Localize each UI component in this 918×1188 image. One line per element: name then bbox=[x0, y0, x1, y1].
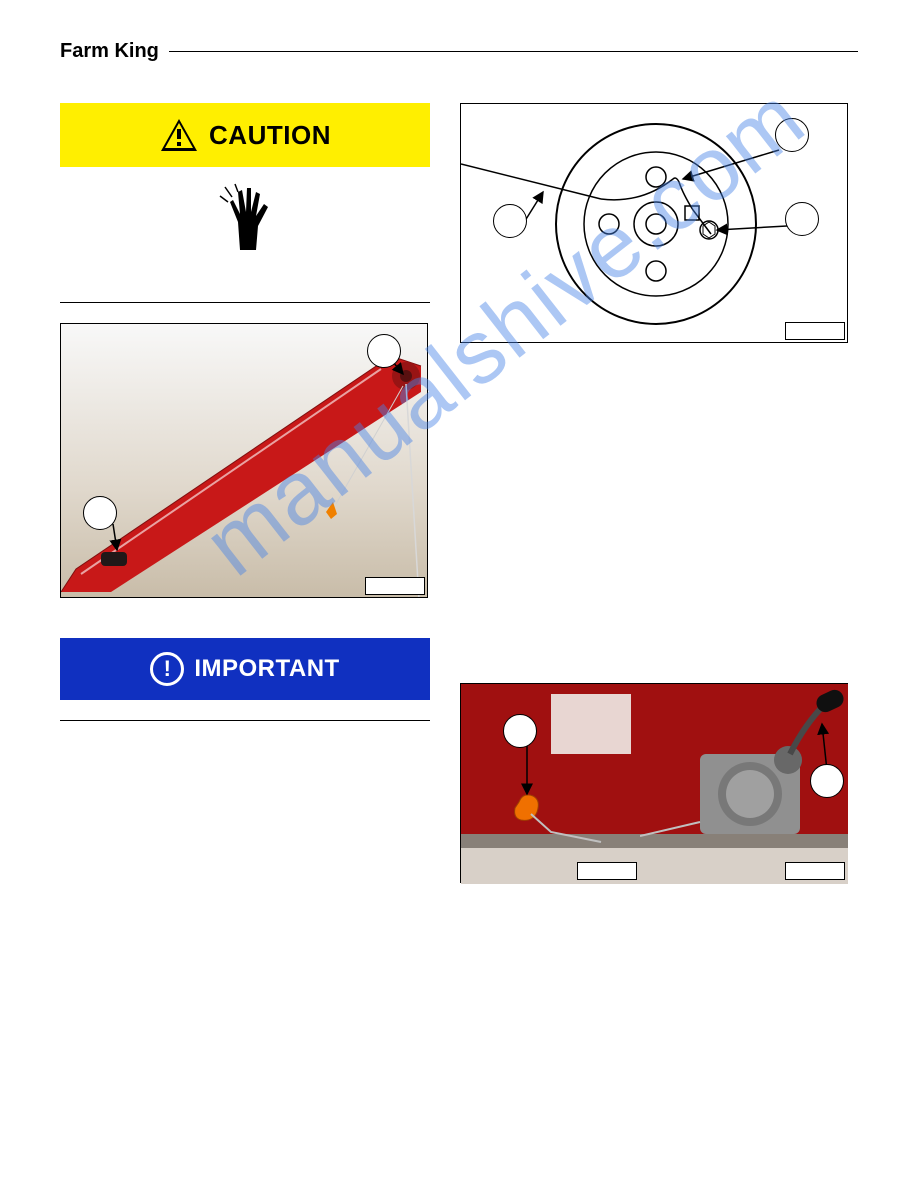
figure-photo-pair bbox=[460, 683, 850, 883]
important-label: IMPORTANT bbox=[194, 655, 339, 683]
figure-label bbox=[785, 862, 845, 880]
figure-wheel-hub bbox=[460, 103, 848, 343]
figure-boom-arm bbox=[60, 323, 428, 598]
figure-label bbox=[365, 577, 425, 595]
caution-label: CAUTION bbox=[209, 120, 331, 151]
figure-hook-photo bbox=[460, 683, 640, 883]
figure-label bbox=[785, 322, 845, 340]
callout-circle bbox=[810, 764, 844, 798]
figure-winch-photo bbox=[640, 683, 848, 883]
important-banner: ! IMPORTANT bbox=[60, 638, 430, 700]
brand-name: Farm King bbox=[60, 40, 159, 63]
section-divider bbox=[60, 720, 430, 721]
callout-circle bbox=[775, 118, 809, 152]
warning-triangle-icon bbox=[159, 117, 199, 153]
main-content: CAUTION bbox=[60, 103, 858, 883]
important-exclamation-icon: ! bbox=[150, 652, 184, 686]
callout-circle bbox=[493, 204, 527, 238]
figure-label bbox=[577, 862, 637, 880]
callout-circle bbox=[785, 202, 819, 236]
boom-illustration bbox=[61, 324, 428, 598]
callout-circle bbox=[367, 334, 401, 368]
glove-hand-icon bbox=[210, 182, 280, 252]
header-divider bbox=[169, 51, 858, 52]
section-divider bbox=[60, 302, 430, 303]
callout-circle bbox=[83, 496, 117, 530]
caution-banner: CAUTION bbox=[60, 103, 430, 167]
left-column: CAUTION bbox=[60, 103, 430, 883]
callout-circle bbox=[503, 714, 537, 748]
hook-illustration bbox=[461, 684, 641, 884]
right-column bbox=[460, 103, 850, 883]
